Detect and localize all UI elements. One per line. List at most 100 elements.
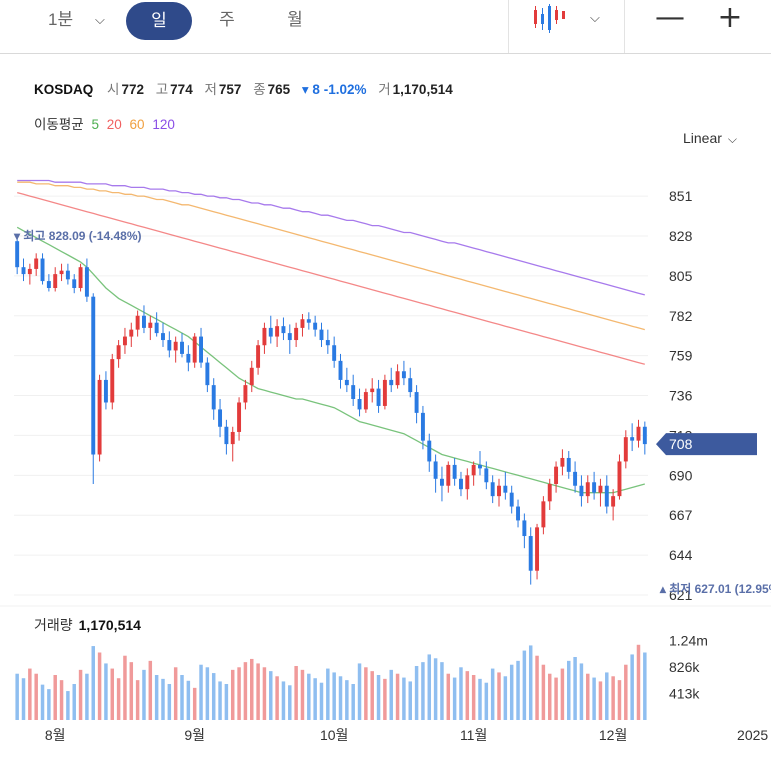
candle-body [604,485,609,507]
candle-body [420,412,425,441]
volume-bar [34,673,38,720]
candle-body [446,464,451,486]
volume-bar [199,664,203,720]
volume-bar [414,666,419,720]
candle-body [636,426,641,441]
candle-body [78,267,83,289]
candle-body [363,392,368,410]
volume-title-value: 1,170,514 [78,617,141,633]
volume-bar [218,681,222,720]
low-label: 저 [204,82,217,97]
candle-body [110,359,115,403]
volume-bar [643,652,647,720]
candle-body [294,327,299,341]
candle-body [287,333,292,341]
candle-body [497,485,501,497]
chart-type-button[interactable] [530,2,570,36]
tab-daily[interactable]: 일 [126,2,192,40]
volume-bar [592,677,596,720]
volume-bar [452,677,457,720]
zoom-out-button[interactable]: — [655,0,685,35]
y-tick-label: 828 [669,228,693,244]
volume-bar [116,678,121,720]
candle-body [211,385,216,410]
candle-body [224,426,229,445]
volume-bar [186,680,191,720]
volume-bar [135,680,140,720]
candle-body [313,322,318,330]
y-tick-label: 782 [669,308,693,324]
candle-body [547,483,552,502]
candle-body [281,326,286,334]
moving-average-legend[interactable]: 이동평균 5 20 60 120 [34,113,179,133]
chevron-down-icon[interactable]: ⌵ [590,10,600,25]
x-tick-label: 11월 [460,727,487,743]
candle-body [382,379,387,406]
volume-bar [459,667,463,720]
volume-bar [433,658,438,720]
volume-bar [173,667,178,720]
candle-body [535,527,540,571]
volume-bar [313,678,317,720]
candle-body [319,329,324,341]
candle-body [484,468,489,483]
candle-body [167,340,172,351]
zoom-in-button[interactable]: + [717,0,743,35]
volume-bar [167,684,172,720]
candle-body [192,336,197,363]
y-tick-label: 851 [669,188,693,204]
x-tick-label: 10월 [320,727,348,743]
candle-body [376,388,381,406]
volume-panel-title: 거래량 1,170,514 [34,615,141,635]
scale-select[interactable]: Linear ⌵ [683,130,737,147]
volume-bar [47,689,51,720]
volume-bar [205,667,210,720]
interval-select[interactable]: 1분 ⌵ [48,0,112,40]
tab-monthly[interactable]: 월 [287,10,303,29]
volume-bar [123,655,127,720]
ma-legend-title: 이동평균 [34,117,84,132]
volume-bar [573,657,577,720]
volume-bar [478,678,482,720]
volume-bar [243,662,248,720]
current-price-label: 708 [669,436,693,452]
volume-bar [53,675,57,720]
candle-body [579,485,584,497]
candle-body [344,379,349,386]
candle-body [459,478,463,490]
volume-bar [332,672,336,720]
open-label: 시 [107,82,120,97]
candle-body [148,322,153,328]
volume-bar [408,681,412,720]
candle-body [522,520,527,537]
volume-bar [275,676,279,720]
ma-60-line [17,181,645,331]
volume-bar [21,678,26,720]
candle-body [161,333,165,341]
candle-body [249,367,254,386]
volume-bar [636,644,641,720]
candle-body [471,464,476,476]
candle-body [84,267,89,297]
high-value: 774 [170,82,193,97]
scale-select-label: Linear [683,130,722,146]
candle-body [97,379,102,455]
candle-body [205,362,210,386]
y-tick-label: 690 [669,467,693,483]
candle-body [554,466,559,484]
volume-bar [605,672,609,720]
volume-bar [427,654,432,720]
candle-body [332,345,337,361]
y-tick-label: 759 [669,348,693,364]
open-value: 772 [121,82,144,97]
volume-bar [370,671,374,720]
volume-bar [465,671,470,720]
tab-weekly[interactable]: 주 [219,10,235,29]
candle-body [325,340,330,346]
candle-body [65,270,70,280]
volume-bar [224,684,229,720]
candle-body [262,327,267,346]
volume-bar [326,668,330,720]
candle-body [135,315,140,330]
